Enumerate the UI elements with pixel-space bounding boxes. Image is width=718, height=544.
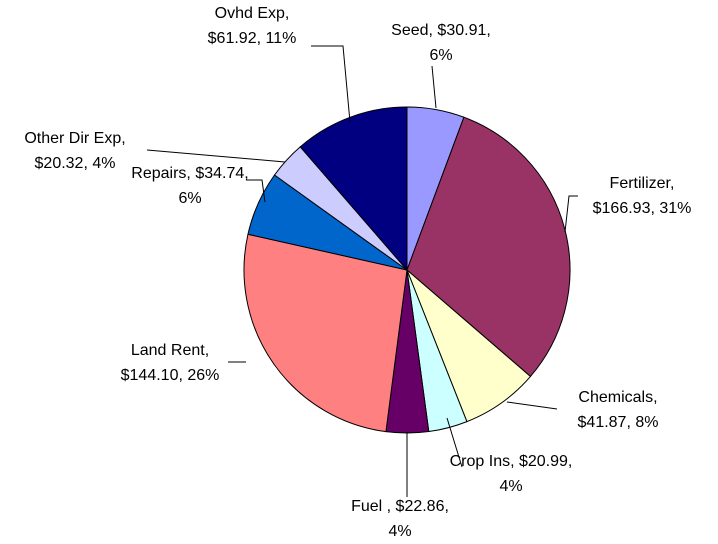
data-label: Land Rent, $144.10, 26% (121, 342, 220, 384)
data-label-line: Repairs, $34.74, (131, 165, 248, 182)
leader-line (564, 195, 578, 233)
data-label-line: Fuel , $22.86, (351, 498, 449, 515)
data-label-line: $144.10, 26% (121, 367, 220, 384)
data-label-line: Other Dir Exp, (24, 130, 125, 147)
data-label-line: 6% (429, 47, 452, 64)
data-label-line: 4% (388, 523, 411, 540)
leader-line (246, 179, 266, 203)
data-label-line: Ovhd Exp, (215, 5, 290, 22)
data-label: Seed, $30.91, 6% (391, 22, 491, 64)
data-label: Fertilizer, $166.93, 31% (593, 175, 692, 217)
data-label-line: 4% (499, 478, 522, 495)
data-label: Chemicals, $41.87, 8% (578, 389, 659, 431)
leader-line (446, 417, 463, 468)
leader-line (506, 401, 558, 410)
data-label: Fuel , $22.86, 4% (351, 498, 449, 540)
data-label-line: 6% (178, 190, 201, 207)
data-label: Repairs, $34.74, 6% (131, 165, 248, 207)
data-label-line: $166.93, 31% (593, 200, 692, 217)
data-label-line: Fertilizer, (610, 175, 675, 192)
data-label: Ovhd Exp, $61.92, 11% (208, 5, 297, 47)
pie-slice (243, 233, 408, 433)
data-label: Other Dir Exp, $20.32, 4% (24, 130, 125, 172)
data-label: Crop Ins, $20.99, 4% (450, 453, 573, 495)
data-label-line: $41.87, 8% (578, 414, 659, 431)
data-label-line: Seed, $30.91, (391, 22, 491, 39)
leader-line (431, 65, 437, 109)
leader-line (311, 45, 351, 123)
data-label-line: Crop Ins, $20.99, (450, 453, 573, 470)
data-label-line: $20.32, 4% (35, 155, 116, 172)
data-label-line: $61.92, 11% (208, 30, 297, 47)
data-label-line: Chemicals, (578, 389, 657, 406)
data-label-line: Land Rent, (131, 342, 209, 359)
leader-line (146, 149, 286, 163)
